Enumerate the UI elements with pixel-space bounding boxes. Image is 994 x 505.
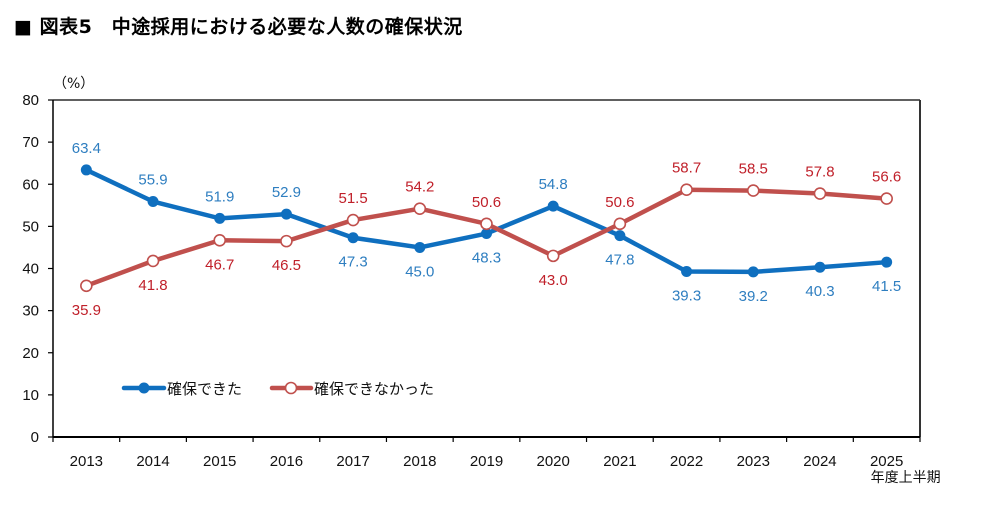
x-tick-label: 2024: [803, 453, 836, 470]
series-1-point: [747, 266, 759, 278]
series-2-data-label: 58.5: [739, 161, 768, 178]
x-tick-label: 2015: [203, 453, 236, 470]
series-1-data-label: 41.5: [872, 278, 901, 295]
y-tick-label: 20: [22, 345, 39, 362]
legend-label-2: 確保できなかった: [314, 380, 434, 398]
series-2-data-label: 35.9: [72, 302, 101, 319]
series-2-point: [413, 202, 427, 215]
legend-marker-2: [284, 381, 298, 395]
series-1-data-label: 63.4: [72, 140, 101, 157]
y-unit-label: （%）: [53, 76, 94, 92]
x-tick-label: 2019: [470, 453, 503, 470]
series-1-point: [614, 230, 626, 242]
series-2-data-label: 51.5: [339, 190, 368, 207]
series-1-data-label: 47.3: [339, 254, 368, 271]
y-tick-label: 30: [22, 303, 39, 320]
series-1-point: [80, 164, 92, 176]
x-tick-label: 2022: [670, 453, 703, 470]
series-1-point: [214, 212, 226, 224]
series-2-data-label: 54.2: [405, 179, 434, 196]
x-tick-label: 2013: [70, 453, 103, 470]
series-2-data-label: 43.0: [539, 272, 568, 289]
series-2-data-label: 41.8: [138, 277, 167, 294]
x-tick-label: 2018: [403, 453, 436, 470]
series-2-point: [480, 217, 493, 231]
series-2-data-label: 57.8: [805, 164, 834, 181]
series-2-point: [746, 184, 760, 197]
legend-label-1: 確保できた: [167, 380, 242, 398]
series-1-point: [881, 256, 893, 268]
series-1-point: [481, 228, 492, 240]
series-2-point: [813, 187, 827, 200]
y-tick-label: 60: [22, 176, 39, 193]
series-2-point: [346, 213, 360, 227]
x-tick-label: 2025: [870, 453, 903, 470]
y-tick-label: 0: [31, 429, 39, 446]
series-1-data-label: 40.3: [805, 283, 834, 300]
series-1-data-label: 39.2: [739, 288, 768, 305]
x-tick-label: 2021: [603, 453, 636, 470]
series-1-data-label: 47.8: [605, 252, 634, 269]
series-1-point: [280, 208, 292, 220]
series-1-data-label: 51.9: [205, 188, 234, 205]
x-tick-sublabel: 年度上半期: [871, 470, 941, 486]
x-tick-label: 2017: [336, 453, 369, 470]
legend-marker-1: [138, 382, 150, 394]
series-2-data-label: 56.6: [872, 169, 901, 186]
series-2-point: [280, 234, 293, 248]
series-1-data-label: 39.3: [672, 287, 701, 304]
y-tick-label: 10: [22, 387, 39, 404]
series-1-data-label: 48.3: [472, 250, 501, 267]
x-tick-label: 2023: [737, 453, 770, 470]
series-2-point: [146, 254, 160, 268]
x-tick-label: 2014: [136, 453, 169, 470]
series-2-point: [613, 217, 627, 231]
series-1-point: [547, 200, 559, 212]
series-1-point: [347, 232, 359, 244]
series-1-data-label: 54.8: [539, 176, 568, 193]
y-tick-label: 80: [22, 92, 39, 109]
chart-title: ■ 図表5 中途採用における必要な人数の確保状況: [14, 16, 463, 38]
y-tick-label: 50: [22, 218, 39, 235]
series-2-point: [880, 192, 893, 205]
series-1-point: [814, 261, 826, 273]
series-2-data-label: 46.7: [205, 256, 234, 273]
x-tick-label: 2020: [537, 453, 570, 470]
series-2-point: [213, 233, 227, 247]
series-1-data-label: 55.9: [138, 172, 167, 189]
series-2-point: [680, 183, 693, 197]
series-2-point: [80, 279, 93, 293]
y-tick-label: 70: [22, 134, 39, 151]
series-1-data-label: 52.9: [272, 184, 301, 201]
series-2-data-label: 46.5: [272, 257, 301, 274]
series-2-data-label: 58.7: [672, 160, 701, 177]
x-tick-label: 2016: [270, 453, 303, 470]
y-tick-label: 40: [22, 261, 39, 278]
series-1-data-label: 45.0: [405, 263, 434, 280]
series-2-point: [546, 249, 560, 263]
series-1-point: [147, 196, 159, 208]
series-2-data-label: 50.6: [605, 194, 634, 211]
series-1-point: [681, 265, 693, 277]
series-2-data-label: 50.6: [472, 194, 501, 211]
series-1-point: [414, 241, 426, 253]
